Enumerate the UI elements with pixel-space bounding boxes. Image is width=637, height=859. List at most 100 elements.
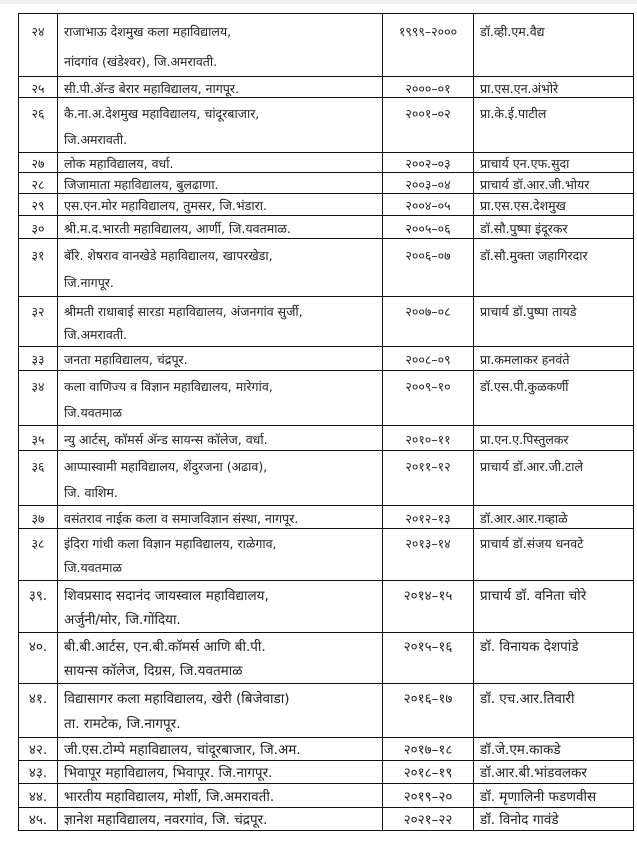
- row-number: ४२.: [18, 737, 58, 761]
- table-row: ३७ वसंतराव नाईक कला व समाजविज्ञान संस्था,…: [18, 505, 634, 529]
- table-row: ३८ इंदिरा गांधी कला विज्ञान महाविद्यालय, …: [18, 528, 634, 581]
- principal-name-text: डॉ.सौ.पुष्पा इंदूरकर: [480, 221, 568, 236]
- table-row: ३९. शिवप्रसाद सदानंद जायस्वाल महाविद्यालय…: [18, 580, 634, 633]
- principal-name-text: प्राचार्य डॉ.पुष्पा तायडे: [480, 304, 577, 319]
- year-text: २०११–१२: [405, 459, 451, 474]
- principal-name-text: प्राचार्य एन.एफ.सुदा: [480, 156, 570, 171]
- principal-name: डॉ.सौ.मुक्ता जहागिरदार: [473, 238, 634, 297]
- year-text: २०१४–१५: [403, 588, 453, 604]
- row-number-text: २९: [31, 198, 45, 213]
- table-row: ४१. विद्यासागर कला महाविद्यालय, खेरी (बिज…: [18, 683, 634, 738]
- college-name-line: ता. रामटेक, जि.नागपूर.: [64, 716, 181, 732]
- row-number: ४१.: [18, 683, 58, 738]
- college-name: इंदिरा गांधी कला विज्ञान महाविद्यालय, रा…: [57, 528, 383, 581]
- college-name-line: श्रीमती राधाबाई सारडा महाविद्यालय, अंजनग…: [64, 304, 303, 319]
- principal-name-text: डॉ.आर.बी.भांडवलकर: [480, 765, 587, 781]
- academic-year: २०११–१२: [382, 450, 474, 506]
- academic-year: २००७–०८: [382, 296, 474, 347]
- row-number-text: ३७: [31, 511, 45, 526]
- principal-name-text: डॉ.जे.एम.काकडे: [480, 742, 561, 758]
- college-name-line: इंदिरा गांधी कला विज्ञान महाविद्यालय, रा…: [64, 536, 277, 551]
- year-text: २०१९–२०: [403, 789, 453, 805]
- table-row: २४ राजाभाऊ देशमुख कला महाविद्यालय, नांदगां…: [18, 13, 634, 77]
- college-name: वसंतराव नाईक कला व समाजविज्ञान संस्था, न…: [57, 505, 383, 529]
- college-name-line: जी.एस.टोम्पे महाविद्यालय, चांदूरबाजार, ज…: [64, 742, 301, 758]
- row-number-text: ४२.: [28, 742, 48, 758]
- row-number-text: ३१: [31, 248, 45, 263]
- row-number: ३१: [18, 238, 58, 297]
- college-name-line: जि.अमरावती.: [64, 131, 128, 147]
- principal-name: डॉ.आर.आर.गव्हाळे: [473, 505, 634, 529]
- principal-name: डॉ. विनोद गावंडे: [473, 807, 634, 831]
- table-row: ३४ कला वाणिज्य व विज्ञान महाविद्यालय, मार…: [18, 370, 634, 426]
- year-text: २०१७–१८: [403, 742, 453, 758]
- principal-name-text: डॉ.सौ.मुक्ता जहागिरदार: [480, 248, 588, 263]
- principal-name-text: डॉ. एच.आर.तिवारी: [480, 691, 575, 707]
- college-name-line: भिवापूर महाविद्यालय, भिवापूर. जि.नागपूर.: [64, 765, 273, 781]
- academic-year: २०१५–१६: [382, 632, 474, 684]
- college-name-line: नांदगांव (खंडेश्वर), जि.अमरावती.: [64, 53, 218, 69]
- row-number: २९: [18, 193, 58, 216]
- academic-year: २०००–०१: [382, 76, 474, 98]
- row-number-text: ३२: [31, 304, 45, 319]
- principal-name: प्राचार्य डॉ.पुष्पा तायडे: [473, 296, 634, 347]
- row-number: ४०.: [18, 632, 58, 684]
- college-name: शिवप्रसाद सदानंद जायस्वाल महाविद्यालय, अर…: [57, 580, 383, 633]
- principal-name: डॉ. एच.आर.तिवारी: [473, 683, 634, 738]
- principal-name: डॉ.सौ.पुष्पा इंदूरकर: [473, 215, 634, 239]
- principal-name-text: प्रा.कमलाकर हनवंते: [480, 352, 570, 367]
- college-name: राजाभाऊ देशमुख कला महाविद्यालय, नांदगांव …: [57, 13, 383, 77]
- table-body: २४ राजाभाऊ देशमुख कला महाविद्यालय, नांदगां…: [18, 13, 634, 831]
- college-name-line: आप्पास्वामी महाविद्यालय, शेंदुरजना (अढाव…: [64, 459, 268, 474]
- table-row: ३३ जनता महाविद्यालय, चंद्रपूर. २००८–०९ प्रा…: [18, 346, 634, 371]
- college-name-line: बॅरि. शेषराव वानखेडे महाविद्यालय, खापरखे…: [64, 248, 273, 263]
- principal-name: प्राचार्य एन.एफ.सुदा: [473, 152, 634, 173]
- college-name: आप्पास्वामी महाविद्यालय, शेंदुरजना (अढाव…: [57, 450, 383, 506]
- year-text: १९९९–२०००: [398, 24, 458, 39]
- academic-year: २०१९–२०: [382, 783, 474, 808]
- principal-name: प्राचार्य डॉ.संजय धनवटे: [473, 528, 634, 581]
- principal-name-text: प्रा.के.ई.पाटील: [480, 106, 547, 121]
- academic-year: २००२–०३: [382, 152, 474, 173]
- college-name: ज्ञानेश महाविद्यालय, नवरगांव, जि. चंद्रप…: [57, 807, 383, 831]
- row-number: ३९.: [18, 580, 58, 633]
- principal-name-text: डॉ.आर.आर.गव्हाळे: [480, 511, 568, 526]
- academic-year: २००८–०९: [382, 346, 474, 371]
- year-text: २०१३–१४: [405, 536, 451, 551]
- row-number-text: २६: [31, 106, 45, 121]
- college-name-line: जनता महाविद्यालय, चंद्रपूर.: [64, 352, 188, 367]
- principal-name: डॉ. विनायक देशपांडे: [473, 632, 634, 684]
- row-number-text: ३६: [31, 459, 45, 474]
- principal-name: प्रा.एस.एस.देशमुख: [473, 193, 634, 216]
- academic-year: २००४–०५: [382, 193, 474, 216]
- academic-year: २००३–०४: [382, 172, 474, 194]
- academic-year: २०१४–१५: [382, 580, 474, 633]
- row-number: ४४.: [18, 783, 58, 808]
- row-number: ३६: [18, 450, 58, 506]
- college-name: श्रीमती राधाबाई सारडा महाविद्यालय, अंजनग…: [57, 296, 383, 347]
- row-number: ३५: [18, 425, 58, 451]
- college-name: एस.एन.मोर महाविद्यालय, तुमसर, जि.भंडारा.: [57, 193, 383, 216]
- college-name: जिजामाता महाविद्यालय, बुलढाणा.: [57, 172, 383, 194]
- year-text: २०१०–११: [405, 432, 451, 447]
- college-name: विद्यासागर कला महाविद्यालय, खेरी (बिजेवा…: [57, 683, 383, 738]
- row-number-text: ३५: [31, 432, 45, 447]
- table-row: ३५ न्यु आर्टस्, कॉमर्स ॲन्ड सायन्स कॉलेज,…: [18, 425, 634, 451]
- college-name: बॅरि. शेषराव वानखेडे महाविद्यालय, खापरखे…: [57, 238, 383, 297]
- year-text: २००९–१०: [405, 379, 451, 394]
- table-row: ४५. ज्ञानेश महाविद्यालय, नवरगांव, जि. चंद…: [18, 807, 634, 831]
- row-number: ३८: [18, 528, 58, 581]
- college-name-line: कै.ना.अ.देशमुख महाविद्यालय, चांदूरबाजार,: [64, 106, 260, 121]
- row-number: २५: [18, 76, 58, 98]
- row-number-text: ४४.: [28, 789, 48, 805]
- college-name-line: जि.अमरावती.: [64, 327, 128, 342]
- table-row: ४३. भिवापूर महाविद्यालय, भिवापूर. जि.नागप…: [18, 760, 634, 784]
- principal-name-text: डॉ.व्ही.एम.वैद्य: [480, 24, 545, 39]
- year-text: २०१६–१७: [403, 691, 453, 707]
- row-number: ३७: [18, 505, 58, 529]
- row-number-text: ३९.: [28, 588, 48, 604]
- row-number-text: ४०.: [28, 639, 48, 655]
- row-number: ३४: [18, 370, 58, 426]
- college-name-line: जि.यवतमाळ: [64, 404, 123, 420]
- principal-name-text: प्रा.एस.एन.अंभोरे: [480, 81, 559, 96]
